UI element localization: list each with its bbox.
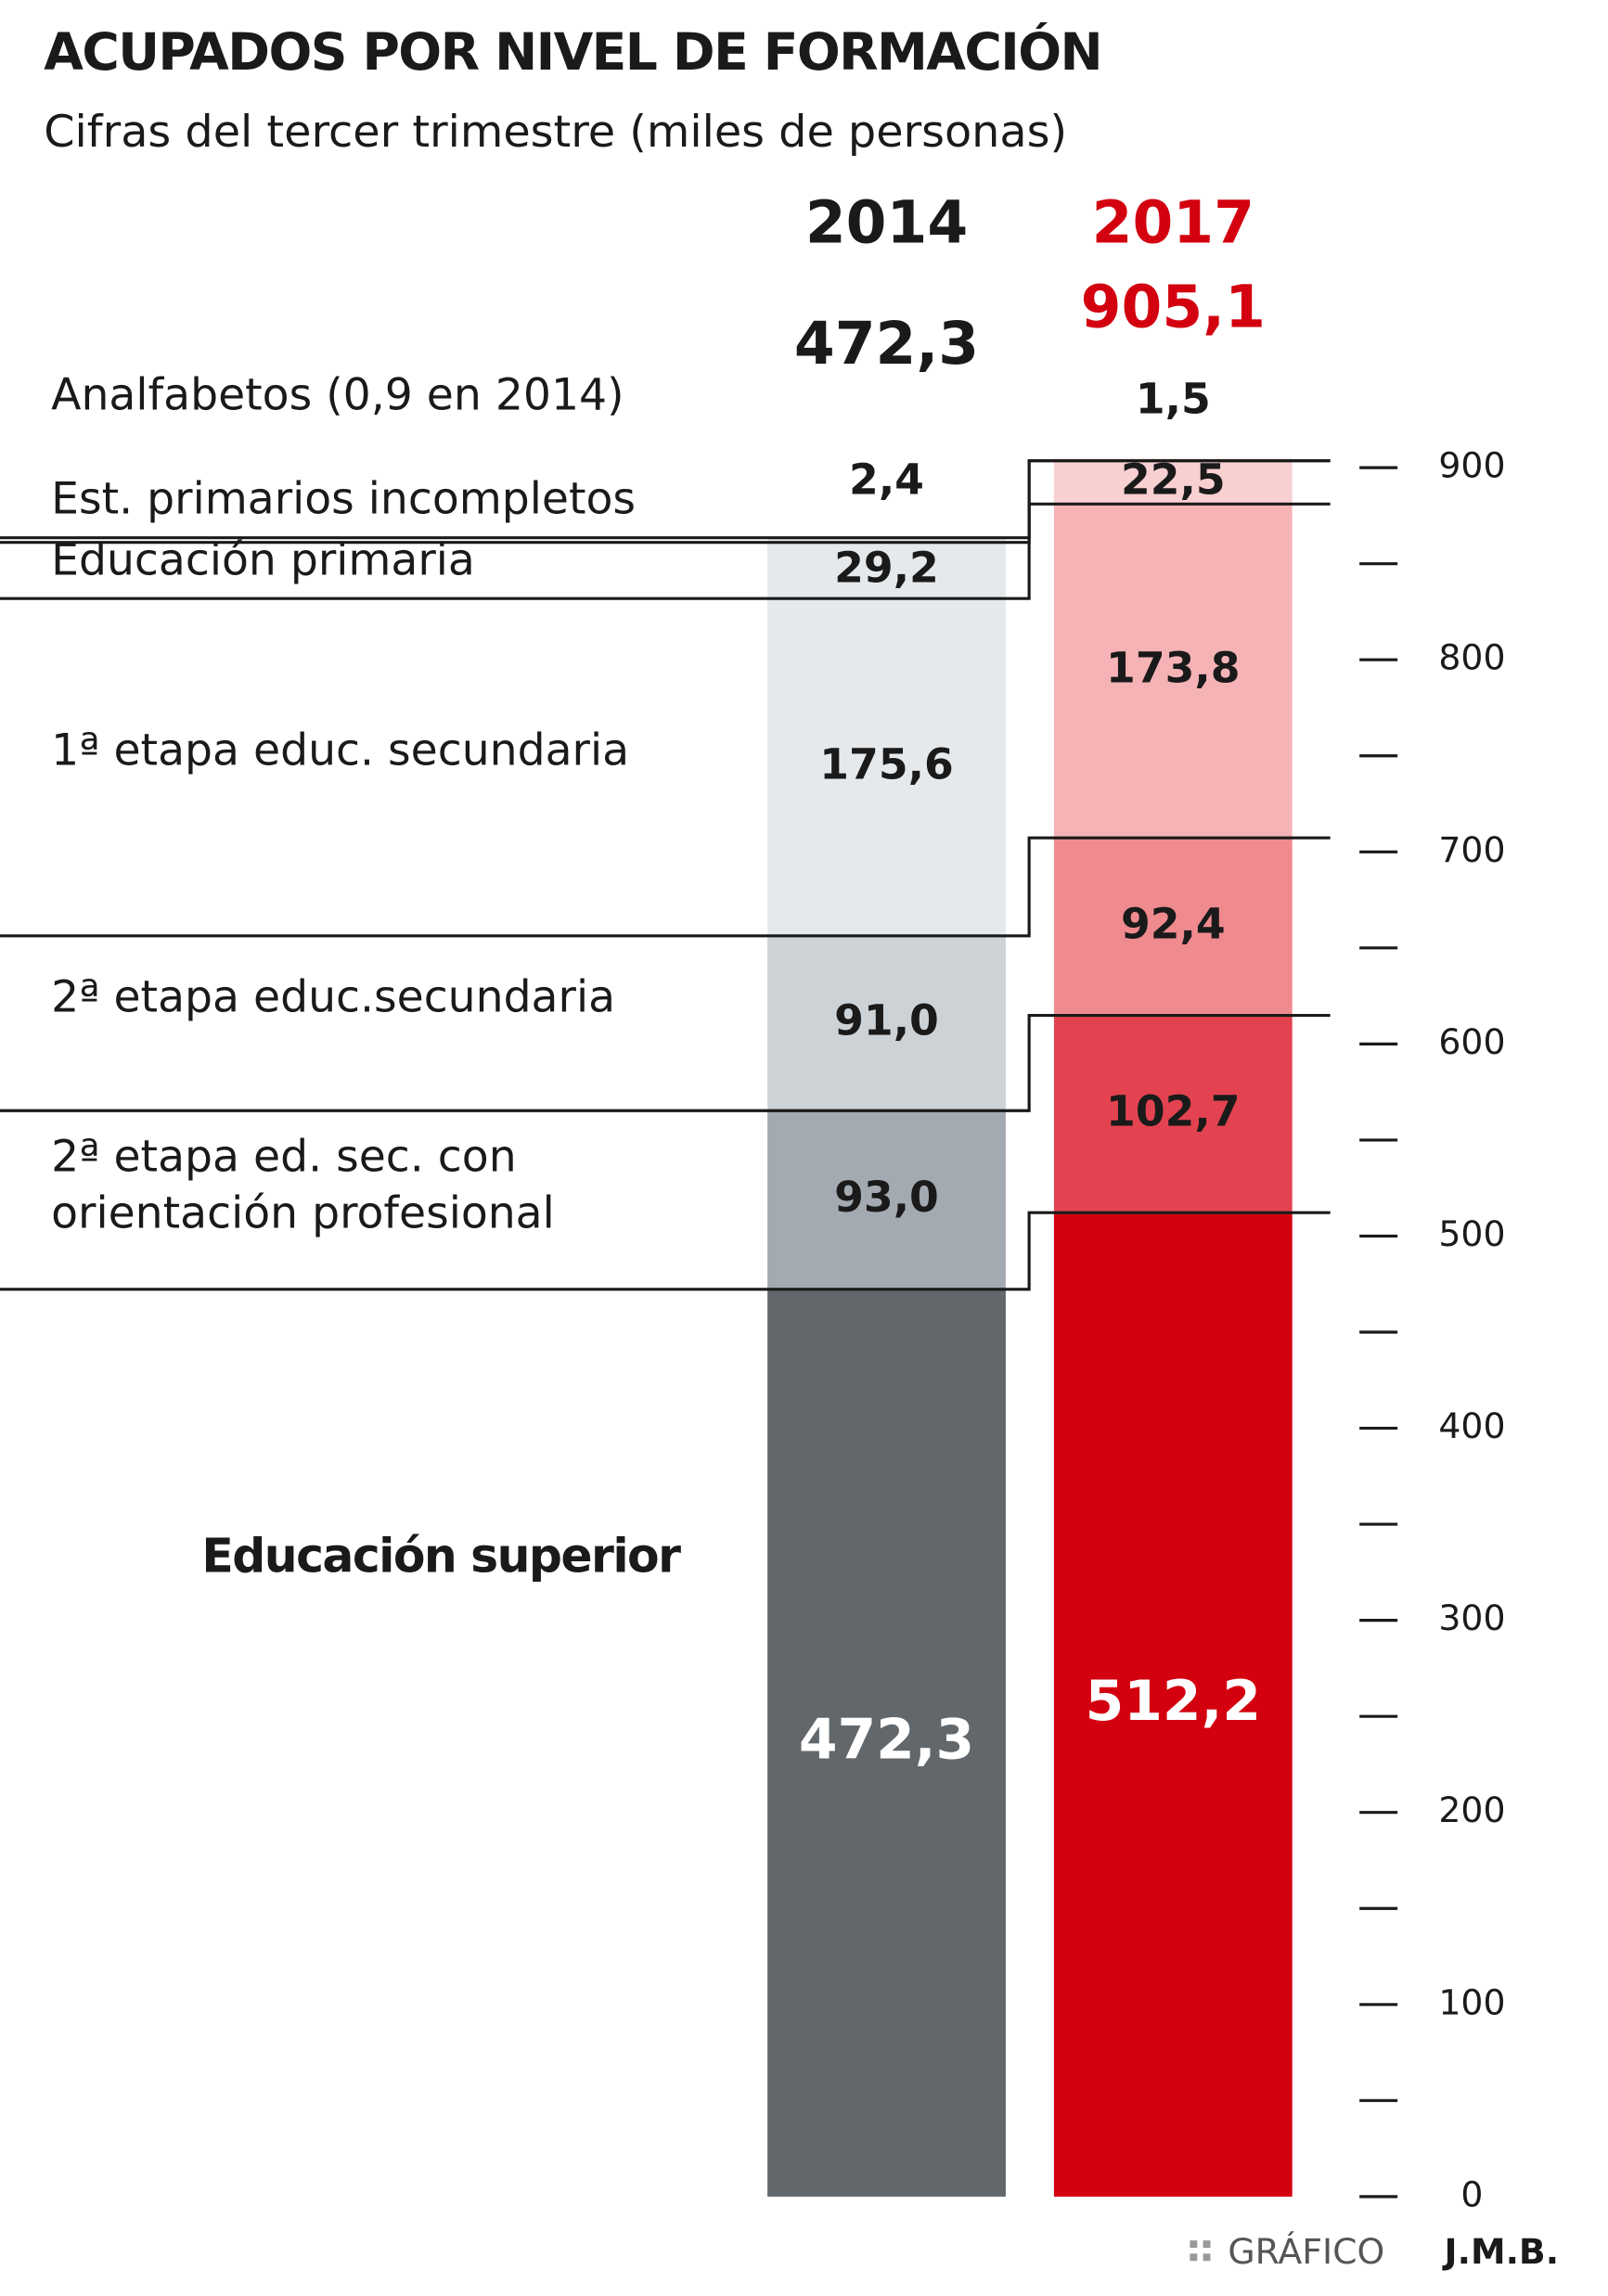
category-label-line: 2ª etapa ed. sec. con [51, 1131, 517, 1182]
connector-line [0, 459, 1331, 540]
source-dot [1203, 2240, 1211, 2249]
bar-segment [767, 542, 1006, 599]
category-label: Est. primarios incompletos [51, 473, 636, 524]
bar-segment [1053, 1015, 1293, 1213]
source-prefix: GRÁFICO [1228, 2231, 1384, 2272]
connector-line [0, 1013, 1331, 1112]
category-label: Educación superior [201, 1528, 681, 1583]
y-tick-label: 0 [1460, 2174, 1483, 2214]
category-label: Educación primaria [51, 535, 475, 586]
bar-segment [767, 598, 1006, 936]
value-label: 92,4 [1121, 899, 1226, 948]
value-label: 93,0 [834, 1173, 939, 1222]
value-label: 512,2 [1086, 1669, 1261, 1734]
value-label: 472,3 [799, 1707, 974, 1772]
source: GRÁFICO J.M.B. [1190, 2231, 1559, 2272]
category-label-line: orientación profesional [51, 1188, 555, 1239]
connector-line [0, 836, 1331, 938]
bar-segment [767, 537, 1006, 543]
bar-segment [1053, 1212, 1293, 2197]
series-total: 472,3 [794, 310, 979, 378]
chart-title: ACUPADOS POR NIVEL DE FORMACIÓN [44, 22, 1101, 83]
category-label: 2ª etapa ed. sec. con orientación profesi… [51, 1131, 555, 1238]
category-label: Analfabetos (0,9 en 2014) [51, 370, 624, 421]
bar-segment [767, 1110, 1006, 1289]
source-dot [1190, 2253, 1198, 2262]
category-label: 1ª etapa educ. secundaria [51, 725, 629, 776]
bar-segment [1053, 504, 1293, 839]
y-tick-label: 200 [1438, 1789, 1505, 1830]
source-dot [1190, 2240, 1198, 2249]
value-label: 2,4 [849, 455, 924, 504]
bar-segment [1053, 460, 1293, 505]
y-tick-label: 900 [1438, 445, 1505, 486]
y-tick-label: 600 [1438, 1021, 1505, 1062]
connector-line [0, 502, 1331, 600]
value-label: 175,6 [819, 739, 953, 789]
value-label: 29,2 [834, 543, 939, 592]
category-label: 2ª etapa educ.secundaria [51, 972, 615, 1023]
value-label: 22,5 [1121, 455, 1226, 504]
series-name: 2017 [1092, 188, 1254, 256]
y-tick-label: 700 [1438, 829, 1505, 870]
value-label: 173,8 [1106, 644, 1240, 693]
series-name: 2014 [805, 188, 968, 256]
chart-subtitle: Cifras del tercer trimestre (miles de pe… [44, 107, 1067, 158]
bar-segment [1053, 838, 1293, 1016]
value-label: 102,7 [1106, 1086, 1240, 1135]
source-dot [1203, 2253, 1211, 2262]
value-label: 1,5 [1136, 375, 1211, 424]
y-tick-label: 400 [1438, 1405, 1505, 1446]
connector-line [0, 1211, 1331, 1291]
y-tick-label: 300 [1438, 1597, 1505, 1638]
value-label: 91,0 [834, 996, 939, 1045]
y-tick-label: 800 [1438, 637, 1505, 678]
y-tick-label: 500 [1438, 1213, 1505, 1254]
source-name: J.M.B. [1442, 2231, 1560, 2272]
bar-segment [767, 1289, 1006, 2197]
bar-segment [767, 935, 1006, 1111]
y-tick-label: 100 [1438, 1982, 1505, 2022]
series-total: 905,1 [1081, 274, 1266, 341]
